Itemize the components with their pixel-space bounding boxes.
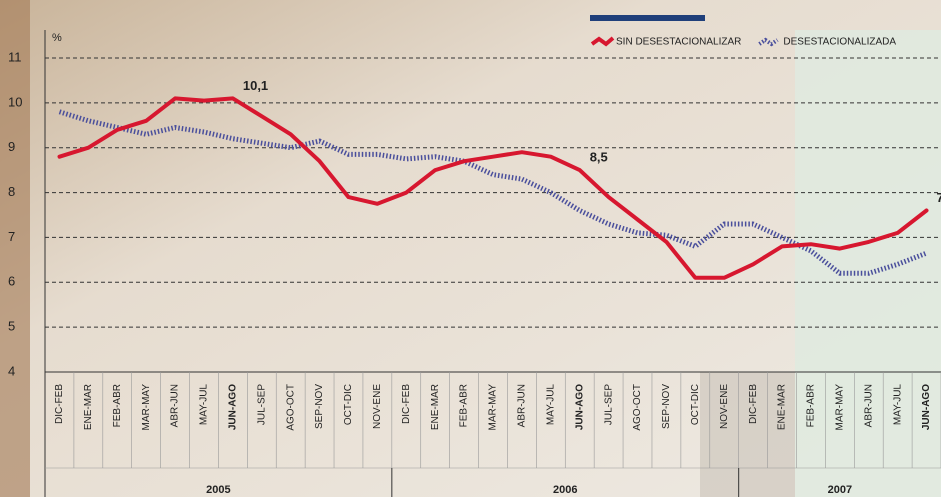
x-tick-label: NOV-ENE bbox=[719, 384, 730, 429]
x-tick-label: SEP-NOV bbox=[661, 384, 672, 429]
x-tick-label: MAY-JUL bbox=[545, 384, 556, 426]
x-tick-label: AGO-OCT bbox=[285, 384, 296, 431]
x-tick-label: ENE-MAR bbox=[777, 384, 788, 430]
x-tick-label: ABR-JUN bbox=[863, 384, 874, 427]
x-tick-label: FEB-ABR bbox=[806, 384, 817, 427]
year-label: 2007 bbox=[828, 484, 852, 496]
y-tick-label: 9 bbox=[8, 139, 15, 154]
band-shade bbox=[700, 372, 795, 497]
y-tick-label: 8 bbox=[8, 184, 15, 199]
legend: SIN DESESTACIONALIZAR DESESTACIONALIZADA bbox=[590, 36, 896, 48]
year-shade bbox=[795, 30, 941, 497]
x-tick-label: DIC-FEB bbox=[401, 384, 412, 424]
y-tick-label: 6 bbox=[8, 274, 15, 289]
legend-swatch bbox=[758, 37, 779, 47]
x-tick-label: MAR-MAY bbox=[834, 384, 845, 431]
y-tick-label: 5 bbox=[8, 319, 15, 334]
x-tick-label: ABR-JUN bbox=[517, 384, 528, 427]
x-tick-label: NOV-ENE bbox=[372, 384, 383, 429]
x-tick-label: MAY-JUL bbox=[892, 384, 903, 426]
legend-label: DESESTACIONALIZADA bbox=[783, 37, 896, 48]
x-tick-label: MAY-JUL bbox=[199, 384, 210, 426]
y-axis-label: % bbox=[52, 32, 62, 44]
x-tick-label: JUN-AGO bbox=[574, 384, 585, 430]
x-tick-label: SEP-NOV bbox=[314, 384, 325, 429]
year-label: 2006 bbox=[553, 484, 577, 496]
x-tick-label: MAR-MAY bbox=[141, 384, 152, 431]
y-tick-label: 10 bbox=[8, 94, 22, 109]
x-tick-label: OCT-DIC bbox=[343, 384, 354, 425]
y-tick-label: 7 bbox=[8, 229, 15, 244]
x-tick-label: ABR-JUN bbox=[170, 384, 181, 427]
x-tick-label: AGO-OCT bbox=[632, 384, 643, 431]
series-line bbox=[57, 96, 929, 280]
y-tick-label: 4 bbox=[8, 363, 15, 378]
x-tick-label: FEB-ABR bbox=[112, 384, 123, 427]
value-label: 8,5 bbox=[590, 150, 608, 165]
x-tick-label: FEB-ABR bbox=[459, 384, 470, 427]
value-label: 7,6 bbox=[937, 190, 941, 205]
value-label: 10,1 bbox=[243, 78, 268, 93]
x-tick-label: ENE-MAR bbox=[430, 384, 441, 430]
x-tick-label: OCT-DIC bbox=[690, 384, 701, 425]
x-tick-label: DIC-FEB bbox=[748, 384, 759, 424]
x-tick-label: JUN-AGO bbox=[921, 384, 932, 430]
x-tick-label: ENE-MAR bbox=[83, 384, 94, 430]
header-bar bbox=[590, 15, 705, 21]
legend-label: SIN DESESTACIONALIZAR bbox=[616, 37, 741, 48]
x-tick-label: JUN-AGO bbox=[228, 384, 239, 430]
x-tick-label: JUL-SEP bbox=[256, 384, 267, 425]
legend-swatch bbox=[590, 36, 615, 47]
x-tick-label: MAR-MAY bbox=[488, 384, 499, 431]
x-tick-label: DIC-FEB bbox=[54, 384, 65, 424]
photo-edge bbox=[0, 0, 30, 497]
y-tick-label: 11 bbox=[8, 49, 22, 64]
x-tick-label: JUL-SEP bbox=[603, 384, 614, 425]
year-label: 2005 bbox=[206, 484, 230, 496]
